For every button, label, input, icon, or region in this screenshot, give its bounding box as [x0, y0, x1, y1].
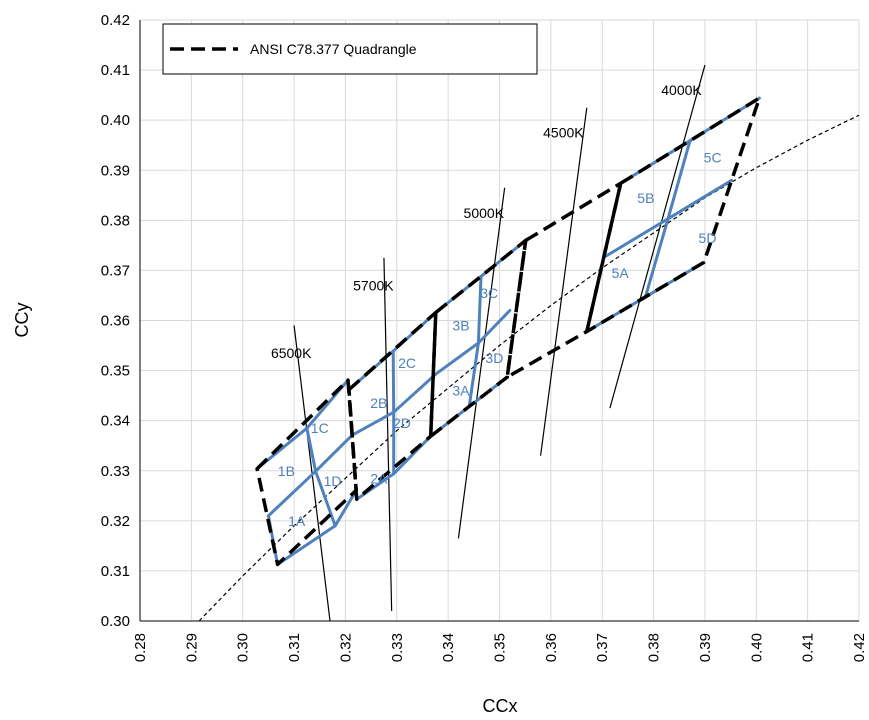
bin-label-2C: 2C — [398, 355, 416, 371]
x-tick-label: 0.38 — [646, 633, 663, 662]
bin-label-3C: 3C — [480, 285, 498, 301]
y-tick-label: 0.36 — [101, 313, 130, 330]
y-tick-label: 0.42 — [101, 12, 130, 29]
x-tick-label: 0.32 — [337, 633, 354, 662]
quadrangle-5000K — [428, 238, 528, 438]
bin-line — [266, 433, 354, 518]
cct-label-5700K: 5700K — [353, 277, 394, 293]
x-tick-label: 0.42 — [851, 633, 868, 662]
bin-label-1A: 1A — [288, 513, 306, 529]
cct-label-4500K: 4500K — [543, 125, 584, 141]
x-tick-label: 0.30 — [235, 633, 252, 662]
x-tick-label: 0.35 — [492, 633, 509, 662]
bin-label-5C: 5C — [704, 150, 722, 166]
x-tick-label: 0.36 — [543, 633, 560, 662]
planckian-locus — [198, 114, 860, 622]
y-tick-label: 0.37 — [101, 262, 130, 279]
x-tick-label: 0.31 — [286, 633, 303, 662]
y-tick-label: 0.38 — [101, 212, 130, 229]
bin-label-5A: 5A — [612, 265, 630, 281]
y-tick-label: 0.33 — [101, 463, 130, 480]
y-tick-label: 0.32 — [101, 513, 130, 530]
bin-label-3A: 3A — [452, 383, 470, 399]
cct-line-4000K — [609, 64, 706, 409]
bin-line — [467, 274, 483, 409]
cct-labels: 6500K 5700K 5000K 4500K 4000K — [271, 82, 702, 361]
bin-label-5D: 5D — [699, 230, 717, 246]
bin-label-1B: 1B — [278, 463, 295, 479]
bin-label-2D: 2D — [393, 415, 411, 431]
x-tick-label: 0.37 — [594, 633, 611, 662]
bin-label-5B: 5B — [637, 190, 654, 206]
legend: ANSI C78.377 Quadrangle — [162, 23, 538, 75]
x-tick-label: 0.39 — [697, 633, 714, 662]
x-tick-label: 0.28 — [132, 633, 149, 662]
y-tick-label: 0.39 — [101, 162, 130, 179]
axes — [139, 20, 859, 622]
bin-label-2B: 2B — [370, 395, 387, 411]
x-axis-title: CCx — [483, 696, 518, 716]
y-axis-title: CCy — [12, 303, 32, 338]
y-tick-label: 0.41 — [101, 62, 130, 79]
grid-lines — [139, 19, 860, 622]
bin-label-1D: 1D — [324, 473, 342, 489]
bin-label-1C: 1C — [311, 420, 329, 436]
y-tick-label: 0.34 — [101, 413, 130, 430]
bin-grid — [255, 96, 761, 566]
bin-label-3D: 3D — [485, 350, 503, 366]
x-tick-label: 0.34 — [440, 633, 457, 662]
x-tick-label: 0.40 — [748, 633, 765, 662]
x-tick-label: 0.29 — [183, 633, 200, 662]
ansi-quadrangles — [255, 96, 762, 567]
cct-line-5700K — [383, 257, 393, 611]
quadrangle-4000K — [585, 96, 762, 334]
bin-labels: 1A 1B 1C 1D 2A 2B 2C 2D 3A 3B 3C 3D 5A 5B 5C 5D — [278, 150, 722, 529]
y-tick-label: 0.40 — [101, 112, 130, 129]
bin-label-2A: 2A — [370, 470, 388, 486]
bin-label-3B: 3B — [452, 318, 469, 334]
cct-line-4500K — [539, 107, 588, 456]
tick-labels: 0.30 0.31 0.32 0.33 0.34 0.35 0.36 0.37 0.38 0.39… — [101, 12, 868, 662]
bin-line — [276, 488, 358, 566]
cct-line-5000K — [457, 187, 506, 539]
bin-line — [602, 178, 734, 259]
y-tick-label: 0.35 — [101, 363, 130, 380]
y-tick-label: 0.31 — [101, 563, 130, 580]
cct-label-4000K: 4000K — [661, 82, 702, 98]
legend-label: ANSI C78.377 Quadrangle — [250, 41, 417, 57]
cct-label-6500K: 6500K — [271, 345, 312, 361]
planckian-locus-line — [198, 114, 860, 622]
y-tick-label: 0.30 — [101, 613, 130, 630]
bin-line — [350, 309, 512, 437]
x-tick-label: 0.41 — [800, 633, 817, 662]
x-tick-label: 0.33 — [389, 633, 406, 662]
cct-label-5000K: 5000K — [464, 205, 505, 221]
